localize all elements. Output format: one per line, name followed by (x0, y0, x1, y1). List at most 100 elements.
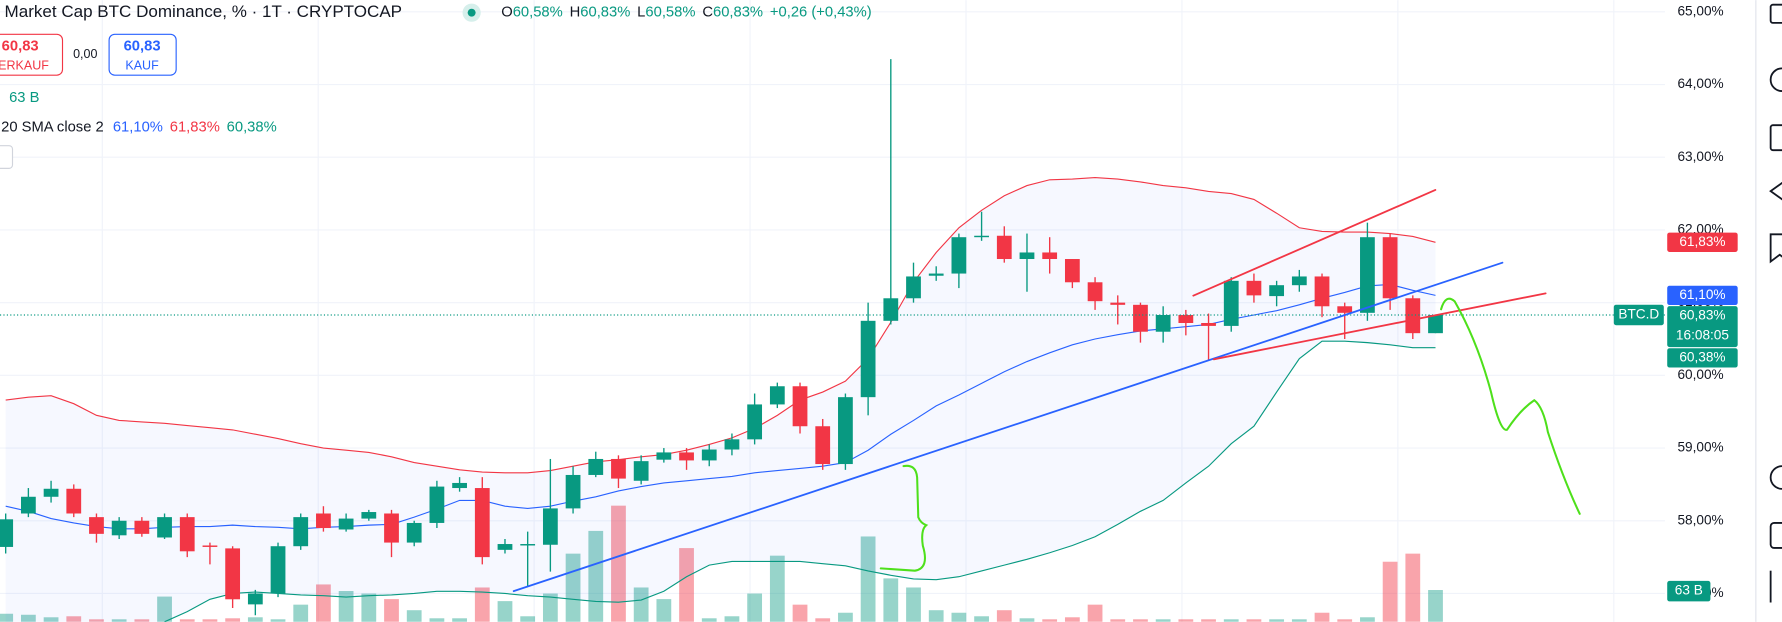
candle-body (474, 488, 490, 558)
candle-body (270, 546, 286, 594)
volume-bar (1269, 619, 1285, 622)
volume-bar (1360, 617, 1375, 622)
candle-body (384, 513, 399, 543)
candle-body (565, 474, 581, 509)
candle-body (179, 517, 195, 552)
toolbar-icon[interactable] (1769, 465, 1782, 490)
candle-body (1133, 304, 1148, 332)
candle-body (1405, 298, 1421, 334)
vertical-grid (101, 0, 1615, 622)
volume-marker (1667, 580, 1711, 602)
volume-bar (1291, 619, 1307, 622)
volume-bar (1428, 590, 1443, 622)
freehand-drawing[interactable] (1440, 297, 1581, 515)
candle-body (1155, 314, 1171, 332)
candle-body (1087, 282, 1103, 302)
sell-label: ERKAUF (0, 58, 49, 72)
volume-bar (679, 548, 694, 622)
band-line (5, 283, 1436, 530)
ohlc-key: H (570, 5, 581, 21)
candle-body (656, 452, 672, 460)
volume-bar (202, 619, 218, 622)
price-marker-label: 60,83% (1679, 307, 1725, 322)
volume-bar (883, 578, 899, 622)
trend-line[interactable] (512, 261, 1504, 593)
volume-bar (701, 618, 717, 622)
volume-bar (769, 555, 785, 622)
volume-bar (134, 619, 150, 622)
toolbar-icon[interactable] (1769, 522, 1782, 549)
candle-body (860, 320, 876, 398)
volume-bar (406, 610, 422, 622)
volume-bar (293, 604, 309, 622)
buy-button[interactable] (108, 33, 177, 76)
candle-body (951, 237, 967, 274)
candle-body (1428, 314, 1443, 334)
price-marker-label: 61,10% (1679, 287, 1725, 302)
spread: 0,00 (73, 47, 97, 61)
trend-line[interactable] (1192, 189, 1437, 297)
volume-bar (633, 587, 649, 622)
candle-body (1110, 302, 1126, 305)
collapse-button[interactable] (0, 145, 14, 169)
volume-bar (792, 604, 808, 622)
candle-body (111, 520, 127, 536)
candle-body (1178, 314, 1194, 323)
indicator-name: 20 SMA close 2 (1, 119, 104, 135)
price-marker (1667, 348, 1738, 368)
volume-bar (1110, 619, 1126, 622)
volume-bar (1405, 553, 1421, 622)
toolbar-icon[interactable] (1769, 124, 1782, 152)
candle-body (974, 235, 989, 238)
volume-bar (1223, 619, 1239, 622)
sell-button[interactable] (0, 33, 64, 76)
trend-line[interactable] (1212, 292, 1547, 361)
y-tick-label: 60,00% (1677, 367, 1723, 382)
candle-body (928, 273, 944, 276)
right-toolbar (1751, 0, 1782, 622)
market-status-dot (467, 8, 476, 17)
candle-body (815, 426, 831, 465)
volume-bar (316, 584, 331, 622)
band-line (5, 177, 1436, 474)
candle-body (0, 519, 14, 547)
y-tick-label: 58,00% (1677, 512, 1723, 527)
candle-body (724, 439, 740, 450)
ohlc-key: L (637, 5, 645, 21)
candle-body (361, 512, 377, 519)
candle-body (701, 449, 717, 461)
candle-body (134, 520, 150, 534)
volume-bar (429, 618, 445, 622)
volume-bar (520, 616, 536, 622)
candle-body (1314, 276, 1330, 307)
volume-bar (20, 614, 36, 622)
candle-body (588, 458, 604, 475)
toolbar-icon[interactable] (1769, 233, 1782, 264)
candle-body (1337, 306, 1353, 313)
volume-bar (361, 593, 377, 622)
freehand-drawing[interactable] (879, 464, 929, 572)
candle-body (406, 522, 422, 543)
toolbar-icon[interactable] (1769, 3, 1782, 24)
plot-area (0, 59, 1665, 622)
volume-bar (1087, 604, 1103, 622)
toolbar-icon[interactable] (1769, 180, 1782, 203)
toolbar-icon[interactable] (1769, 67, 1782, 92)
volume-bar (497, 601, 513, 622)
candle-body (792, 386, 808, 427)
price-marker-label: 61,83% (1679, 234, 1725, 249)
volume-bar (1042, 619, 1058, 622)
volume-bar (43, 617, 59, 622)
volume-bar (747, 593, 763, 622)
y-tick-label: 65,00% (1677, 3, 1723, 18)
candle-body (225, 548, 241, 600)
price-marker (1667, 232, 1738, 252)
volume-bar (0, 613, 14, 622)
volume-bar (1155, 619, 1171, 622)
ohlc-value: 60,58% (513, 5, 563, 21)
candle-body (633, 461, 649, 481)
volume-bar (906, 587, 921, 622)
volume-bar (225, 618, 241, 622)
candle-body (1019, 252, 1035, 260)
volume-bar (611, 505, 626, 622)
